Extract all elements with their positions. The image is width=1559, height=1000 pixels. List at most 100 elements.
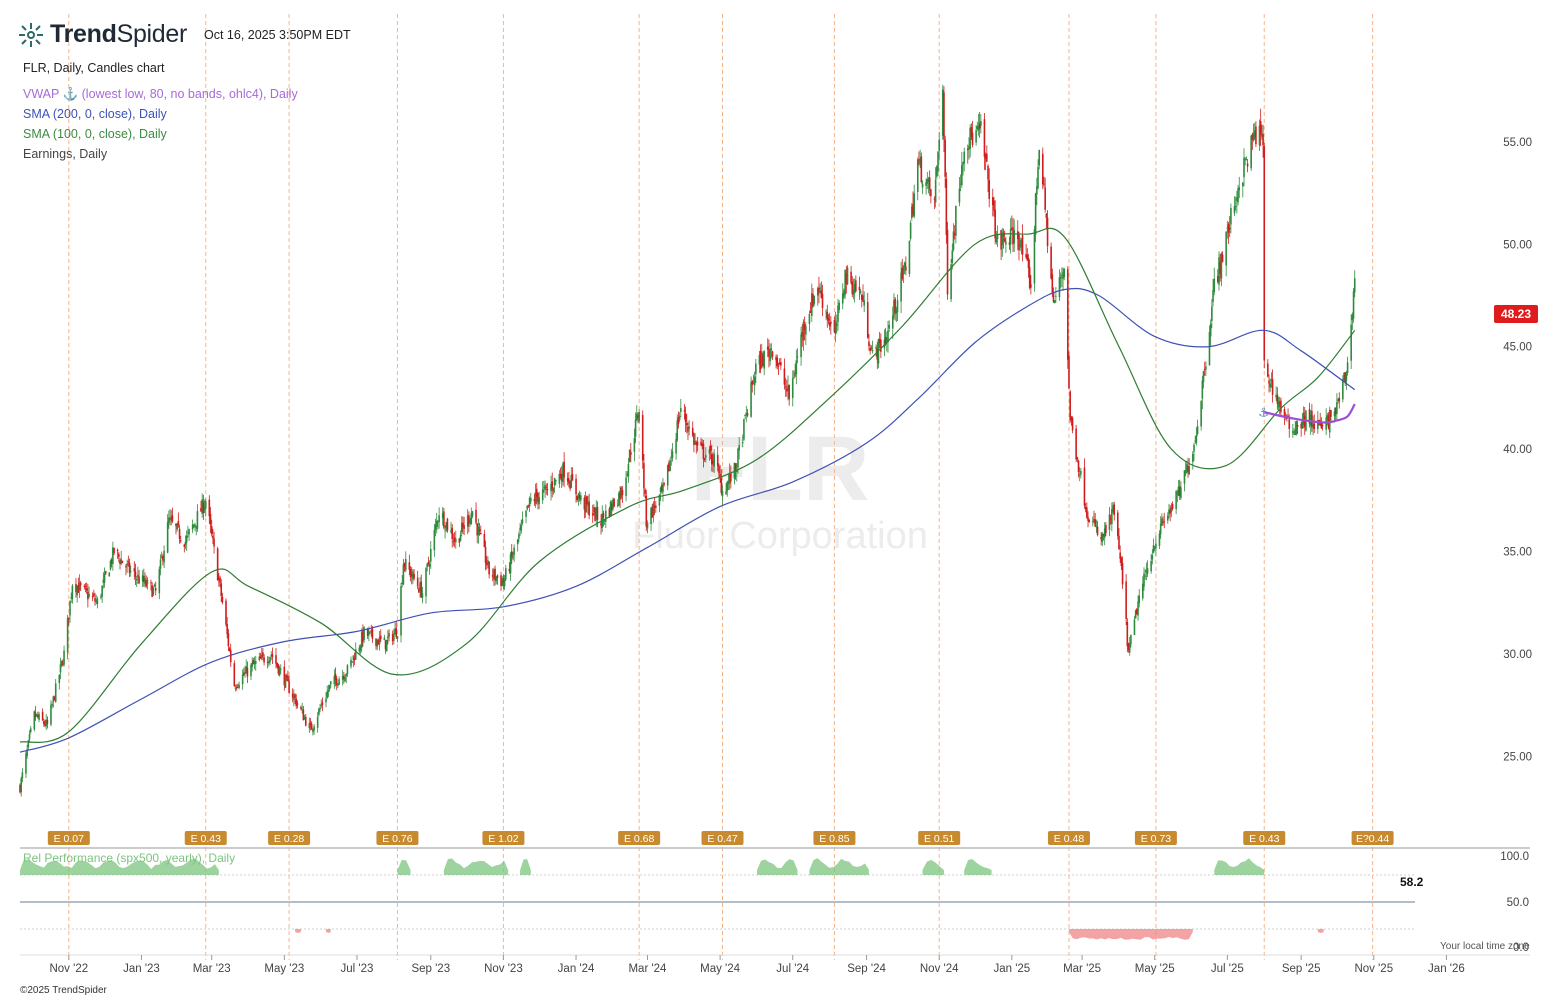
candle-body [905, 266, 907, 271]
candle-body [610, 503, 613, 510]
earnings-badge[interactable]: E 0.76 [376, 831, 419, 845]
candle-body [918, 159, 920, 161]
candle-body [887, 330, 889, 343]
candle-body [753, 376, 756, 386]
candle-body [462, 522, 464, 527]
candle-body [871, 349, 874, 352]
candle-body [776, 357, 779, 367]
candle-body [1293, 433, 1295, 435]
candle-body [628, 449, 631, 462]
legend-chart[interactable]: FLR, Daily, Candles chart [23, 61, 165, 75]
candle-body [476, 523, 479, 536]
candle-body [836, 323, 838, 326]
earnings-badge-label: E 1.02 [488, 833, 519, 845]
candle-body [1080, 470, 1082, 475]
candle-body [768, 349, 770, 357]
rel-perf-positive-area [964, 858, 992, 875]
candle-body [1028, 267, 1031, 289]
earnings-badge[interactable]: E 0.07 [47, 831, 90, 845]
candle-body [903, 262, 906, 267]
candle-body [1087, 517, 1089, 521]
earnings-badge[interactable]: E 0.43 [1243, 831, 1286, 845]
candle-body [1321, 425, 1324, 427]
candle-body [112, 547, 114, 565]
candle-body [91, 596, 94, 598]
earnings-badge[interactable]: E 1.02 [482, 831, 525, 845]
legend-vwap[interactable]: VWAP ⚓ (lowest low, 80, no bands, ohlc4)… [23, 87, 298, 101]
legend-sma100[interactable]: SMA (100, 0, close), Daily [23, 127, 167, 141]
legend-sma200[interactable]: SMA (200, 0, close), Daily [23, 107, 167, 121]
candle-body [1125, 581, 1127, 620]
candle-body [618, 493, 620, 506]
candle-body [28, 734, 31, 740]
candle-body [625, 477, 627, 496]
candle-body [1275, 394, 1277, 398]
candle-body [834, 321, 837, 335]
candle-body [1055, 295, 1057, 297]
candle-body [1334, 407, 1337, 415]
candle-body [961, 165, 963, 186]
candle-body [1005, 241, 1007, 245]
earnings-badge[interactable]: E?0.44 [1351, 831, 1394, 845]
candle-body [221, 596, 224, 603]
candle-body [658, 494, 661, 506]
candle-body [313, 726, 315, 731]
candle-body [612, 500, 614, 509]
candle-body [559, 474, 562, 478]
candle-body [1336, 402, 1338, 414]
candle-body [425, 568, 427, 597]
candle-body [384, 640, 387, 650]
candle-body [928, 177, 931, 190]
earnings-badge[interactable]: E 0.28 [268, 831, 311, 845]
candle-body [1203, 368, 1206, 371]
candle-body [787, 385, 789, 391]
brand[interactable]: TrendSpider [18, 20, 187, 49]
candle-body [269, 657, 271, 663]
earnings-badge[interactable]: E 0.68 [618, 831, 661, 845]
candle-body [1201, 380, 1204, 399]
earnings-badge[interactable]: E 0.43 [184, 831, 227, 845]
timestamp: Oct 16, 2025 3:50PM EDT [204, 28, 351, 42]
candle-body [845, 273, 848, 285]
candle-body [741, 442, 744, 444]
candle-body [919, 159, 921, 164]
candle-body [1245, 159, 1248, 161]
x-tick-label: Nov '25 [1354, 963, 1393, 975]
candle-body [719, 473, 721, 478]
legend-earnings[interactable]: Earnings, Daily [23, 147, 108, 161]
candle-body [1178, 486, 1181, 497]
earnings-badge[interactable]: E 0.51 [918, 831, 961, 845]
sma200-line [19, 287, 1356, 753]
vwap-line [1264, 403, 1356, 424]
earnings-badge[interactable]: E 0.47 [701, 831, 744, 845]
candle-body [1046, 217, 1049, 246]
candle-body [663, 483, 665, 485]
earnings-badge[interactable]: E 0.48 [1047, 831, 1090, 845]
candle-body [227, 633, 230, 647]
candle-body [603, 520, 606, 522]
candle-body [275, 655, 277, 664]
earnings-badge[interactable]: E 0.73 [1134, 831, 1177, 845]
candle-body [46, 719, 49, 724]
candle-body [508, 568, 511, 572]
x-tick-label: Jan '26 [1428, 963, 1465, 975]
candle-body [659, 488, 662, 493]
candle-body [37, 714, 39, 718]
candle-body [175, 524, 177, 527]
candle-body [708, 449, 711, 454]
candle-body [38, 714, 40, 720]
candle-body [783, 368, 786, 385]
candle-body [944, 139, 946, 177]
candle-body [684, 413, 687, 423]
candle-body [1343, 372, 1345, 381]
candle-body [1137, 601, 1139, 616]
candle-body [1311, 410, 1313, 428]
vwap-anchor-icon[interactable]: ⚓ [1258, 405, 1269, 419]
candle-body [328, 684, 331, 690]
earnings-badge[interactable]: E 0.85 [813, 831, 856, 845]
earnings-badge-label: E 0.07 [54, 833, 85, 845]
candle-body [133, 568, 136, 572]
candle-body [309, 722, 312, 726]
candle-body [1344, 372, 1347, 383]
